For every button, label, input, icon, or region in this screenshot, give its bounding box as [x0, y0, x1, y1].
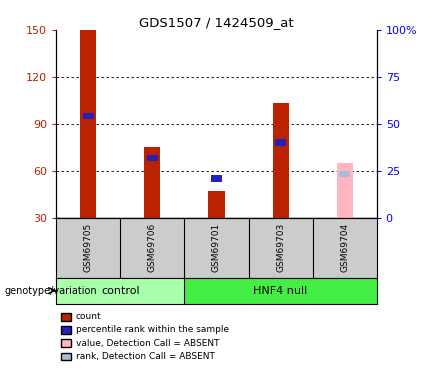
Title: GDS1507 / 1424509_at: GDS1507 / 1424509_at — [139, 16, 294, 29]
Bar — [336, 163, 352, 218]
Bar — [211, 176, 222, 181]
Text: percentile rank within the sample: percentile rank within the sample — [76, 326, 229, 334]
Text: count: count — [76, 312, 101, 321]
Text: genotype/variation: genotype/variation — [4, 286, 97, 296]
Bar — [81, 30, 96, 217]
Bar — [144, 147, 160, 218]
Bar — [273, 104, 288, 218]
Text: GSM69706: GSM69706 — [148, 223, 157, 272]
Bar — [184, 278, 377, 304]
Text: GSM69705: GSM69705 — [84, 223, 93, 272]
Bar — [56, 278, 184, 304]
Bar — [208, 191, 224, 217]
Text: GSM69701: GSM69701 — [212, 223, 221, 272]
Text: value, Detection Call = ABSENT: value, Detection Call = ABSENT — [76, 339, 219, 348]
Text: rank, Detection Call = ABSENT: rank, Detection Call = ABSENT — [76, 352, 215, 361]
Text: HNF4 null: HNF4 null — [253, 286, 308, 296]
Text: GSM69704: GSM69704 — [340, 223, 349, 272]
Text: GSM69703: GSM69703 — [276, 223, 285, 272]
Bar — [147, 155, 158, 161]
Bar — [83, 113, 94, 119]
Text: control: control — [101, 286, 140, 296]
Bar — [275, 140, 286, 146]
Bar — [339, 171, 350, 177]
